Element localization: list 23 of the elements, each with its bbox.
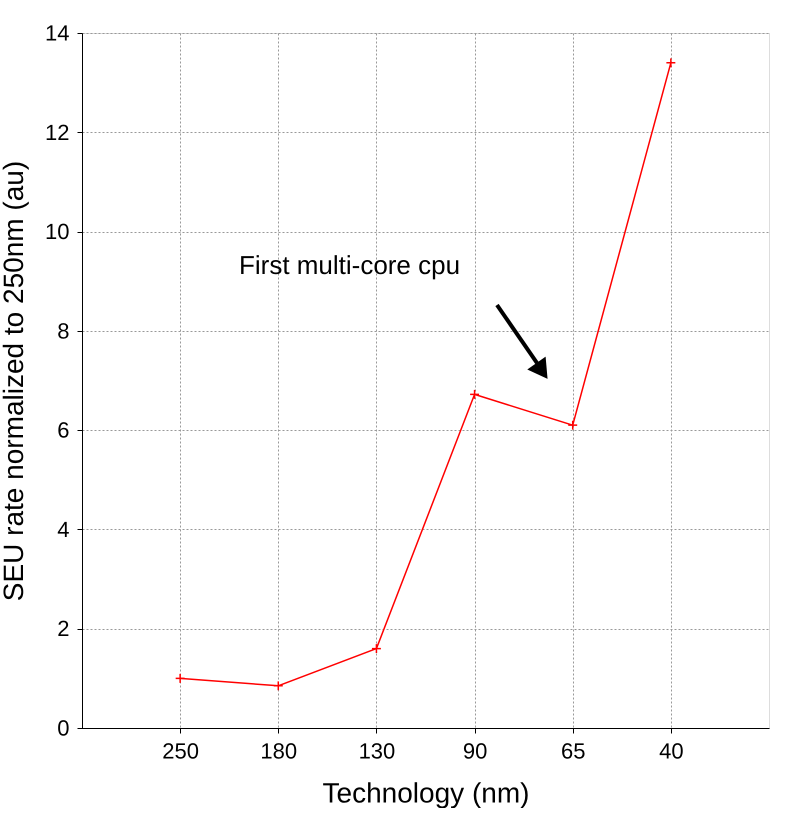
point (666, 58, 676, 68)
x-tick-label: 250 (162, 738, 199, 764)
point (469, 389, 480, 400)
x-tick-label: 40 (659, 738, 684, 764)
x-tick-label: 90 (462, 738, 488, 764)
y-tick-label: 10 (45, 219, 70, 244)
x-tick-label: 65 (560, 738, 586, 764)
y-tick-label: 2 (57, 616, 70, 642)
y-tick-label: 14 (45, 20, 70, 46)
point (567, 420, 578, 430)
x-tick-label: 180 (260, 738, 298, 764)
y-tick-label: 0 (57, 716, 70, 740)
x-axis-title: Technology (nm) (322, 778, 530, 808)
point (273, 680, 284, 692)
y-tick-label: 12 (45, 120, 70, 145)
point (174, 673, 186, 684)
y-tick-label: 4 (57, 516, 70, 542)
y-axis-title: SEU rate normalized to 250nm (au) (0, 160, 30, 602)
point (371, 643, 382, 654)
x-tick-label: 130 (358, 738, 396, 764)
y-tick-label: 6 (57, 418, 70, 443)
y-tick-label: 8 (57, 318, 70, 344)
annotation: First multi-core cpu (239, 250, 460, 280)
